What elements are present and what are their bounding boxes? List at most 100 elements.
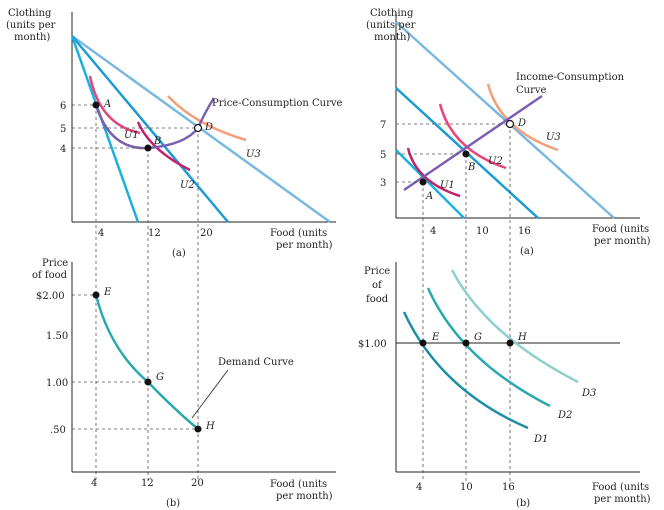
right-point-d [505,119,515,129]
budget-line-2 [71,35,229,223]
point-b [144,144,152,152]
right-bottom-x-label-2: per month) [594,494,651,505]
right-top-x-tick-4: 4 [430,226,436,237]
right-top-y-label-2: (units per [366,20,416,31]
left-top-panel: Clothing (units per month) 6 5 4 4 12 20… [6,8,343,482]
right-bottom-x-tick-16: 16 [502,482,515,493]
point-g [144,378,152,386]
right-top-x-tick-16: 16 [518,226,531,237]
left-top-y-label-2: (units per [6,20,56,31]
right-top-y-label-1: Clothing [370,8,414,19]
demand-curve-d1 [402,311,529,430]
label-d2: D2 [557,410,572,421]
right-label-u2: U2 [488,156,503,167]
left-top-x-label-2: per month) [276,240,333,251]
right-label-h: H [517,332,527,343]
right-label-a: A [425,191,433,202]
right-top-y-label-3: month) [374,32,410,43]
demand-curve-label: Demand Curve [218,357,294,368]
right-point-g [462,339,470,347]
left-top-y-tick-5: 5 [60,124,66,135]
right-label-b: B [467,162,475,173]
right-point-b [462,150,470,158]
right-top-y-tick-5: 5 [380,150,386,161]
label-d: D [204,122,213,133]
point-e [92,291,100,299]
right-label-e: E [431,332,440,343]
right-top-x-label-1: Food (units [592,224,649,235]
right-bottom-y-label-1: Price [364,266,390,277]
right-bottom-y-label-3: food [366,294,389,305]
right-bottom-x-label-1: Food (units [592,482,649,493]
right-bottom-x-tick-4: 4 [416,482,422,493]
right-top-panel: Clothing (units per month) 7 5 3 4 10 16… [366,8,651,482]
indifference-curve-u1 [88,75,141,135]
right-top-x-label-2: per month) [594,236,651,247]
right-bottom-panel-label: (b) [516,498,530,509]
right-label-d: D [517,118,526,129]
left-bottom-y-tick-050: .50 [50,425,66,436]
label-u3: U3 [246,149,261,160]
label-h: H [205,421,215,432]
left-bottom-y-tick-150: 1.50 [46,331,68,342]
left-bottom-x-tick-12: 12 [141,478,154,489]
right-bottom-y-tick-1: $1.00 [358,339,387,350]
right-bottom-x-tick-10: 10 [460,482,473,493]
label-d1: D1 [533,434,548,445]
left-bottom-panel: Price of food $2.00 1.50 1.00 .50 4 12 2… [32,258,336,509]
price-consumption-label: Price-Consumption Curve [212,98,343,109]
label-d3: D3 [581,388,596,399]
income-consumption-curve [403,94,543,192]
right-bottom-y-label-2: of [372,280,383,291]
left-bottom-panel-label: (b) [166,498,180,509]
label-a: A [103,99,111,110]
budget-line-3 [70,35,140,223]
label-u2: U2 [180,180,195,191]
left-bottom-x-label-2: per month) [276,491,333,502]
demand-curve-d3 [450,269,579,384]
right-label-u3: U3 [546,132,561,143]
left-top-x-tick-4: 4 [98,228,104,239]
income-consumption-label-2: Curve [516,85,547,96]
left-top-y-tick-6: 6 [60,101,66,112]
point-d [193,123,203,133]
left-bottom-x-tick-20: 20 [191,478,204,489]
right-budget-line-1 [395,149,465,219]
right-top-y-tick-3: 3 [380,178,386,189]
left-top-y-label-3: month) [14,32,50,43]
label-b: B [153,136,161,147]
right-top-y-tick-7: 7 [380,120,386,131]
right-top-x-tick-10: 10 [476,226,489,237]
demand-curve-pointer [191,369,229,419]
left-bottom-y-tick-1: 1.00 [46,378,68,389]
left-top-panel-label: (a) [172,248,186,259]
right-point-e [419,339,427,347]
price-consumption-curve [94,97,216,150]
demand-curve-d2 [426,287,551,408]
left-bottom-x-label-1: Food (units [270,479,327,490]
right-point-h [506,339,514,347]
left-bottom-y-label-1: Price [42,258,68,269]
left-top-y-tick-4: 4 [60,144,66,155]
label-u1: U1 [124,130,139,141]
left-top-x-tick-20: 20 [200,228,213,239]
left-bottom-y-label-2: of food [32,270,68,281]
income-consumption-label-1: Income-Consumption [516,72,625,83]
left-top-x-tick-12: 12 [148,228,161,239]
left-top-x-label-1: Food (units [270,228,327,239]
right-top-panel-label: (a) [520,246,534,257]
demand-curve [94,294,199,430]
right-indifference-u2 [438,103,507,170]
left-bottom-y-tick-2: $2.00 [36,291,65,302]
left-top-y-label-1: Clothing [8,8,52,19]
right-label-u1: U1 [440,180,455,191]
label-e: E [103,287,112,298]
right-point-a [419,178,427,186]
point-a [92,101,100,109]
right-label-g: G [474,332,482,343]
left-bottom-x-tick-4: 4 [91,478,97,489]
point-h [194,425,202,433]
label-g: G [156,372,164,383]
right-bottom-panel: Price of food $1.00 4 10 16 E G H D3 D2 … [358,262,651,509]
